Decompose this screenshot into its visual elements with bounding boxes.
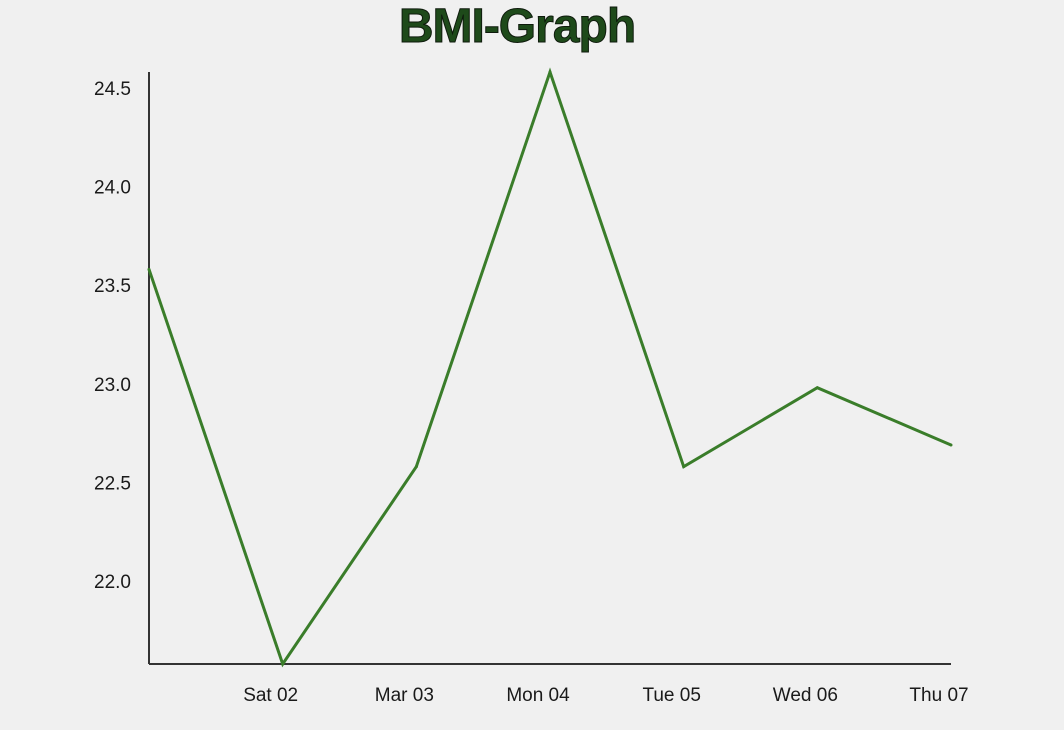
x-tick-label: Tue 05 xyxy=(642,685,700,706)
x-tick-label: Mon 04 xyxy=(506,685,570,706)
series-line xyxy=(147,67,952,668)
data-point xyxy=(682,465,686,469)
data-point xyxy=(949,443,953,447)
x-tick-label: Thu 07 xyxy=(909,685,968,706)
data-point xyxy=(414,465,418,469)
x-tick-label: Mar 03 xyxy=(375,685,434,706)
data-point xyxy=(147,267,151,271)
x-tick-label: Sat 02 xyxy=(243,685,298,706)
y-tick-label: 23.0 xyxy=(94,375,131,396)
data-point xyxy=(815,386,819,390)
data-point xyxy=(281,662,285,666)
y-tick-label: 24.0 xyxy=(94,177,131,198)
x-tick-label: Wed 06 xyxy=(773,685,838,706)
data-point xyxy=(548,70,552,74)
chart-title: BMI-Graph xyxy=(398,0,636,54)
y-tick-label: 22.5 xyxy=(94,473,131,494)
y-tick-label: 23.5 xyxy=(94,276,131,297)
y-tick-label: 22.0 xyxy=(94,572,131,593)
y-tick-label: 24.5 xyxy=(94,79,131,100)
